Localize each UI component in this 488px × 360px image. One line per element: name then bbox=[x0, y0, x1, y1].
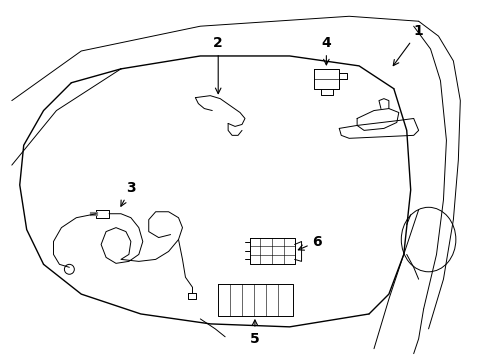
Text: 1: 1 bbox=[392, 24, 423, 66]
Text: 2: 2 bbox=[213, 36, 223, 94]
Text: 3: 3 bbox=[121, 181, 135, 206]
Text: 4: 4 bbox=[321, 36, 330, 65]
Text: 5: 5 bbox=[249, 320, 259, 346]
Text: 6: 6 bbox=[298, 234, 322, 250]
